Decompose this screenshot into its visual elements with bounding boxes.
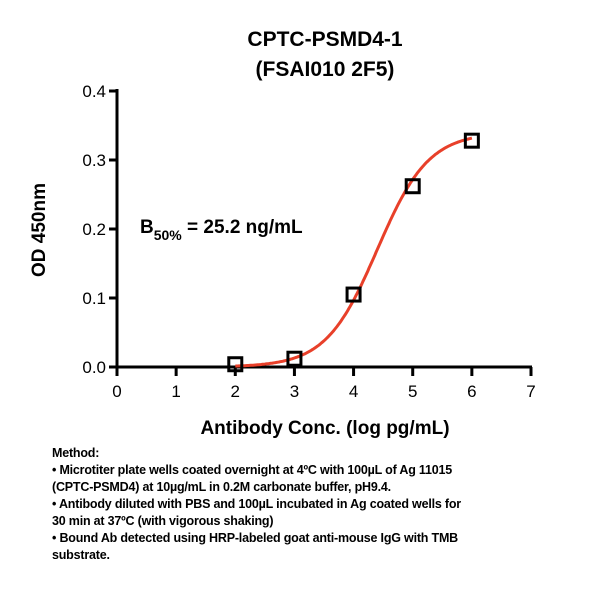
x-axis-label: Antibody Conc. (log pg/mL)	[200, 418, 449, 439]
y-tick-label: 0.3	[82, 151, 106, 170]
y-tick-label: 0.2	[82, 220, 106, 239]
method-text: Method: • Microtiter plate wells coated …	[52, 445, 572, 564]
chart-title-line-1: CPTC-PSMD4-1	[247, 28, 403, 51]
data-point	[345, 286, 362, 303]
method-line: 30 min at 37ºC (with vigorous shaking)	[52, 514, 274, 528]
y-tick-label: 0.4	[82, 82, 106, 101]
x-tick-label: 1	[171, 382, 180, 401]
x-tick-label: 5	[408, 382, 417, 401]
data-point	[463, 132, 480, 149]
y-tick-label: 0.1	[82, 289, 106, 308]
x-tick-label: 6	[467, 382, 476, 401]
x-tick-label: 4	[349, 382, 358, 401]
x-tick-label: 3	[290, 382, 299, 401]
method-line: • Antibody diluted with PBS and 100µL in…	[52, 497, 461, 511]
x-tick-label: 2	[231, 382, 240, 401]
method-line: substrate.	[52, 548, 110, 562]
method-line: (CPTC-PSMD4) at 10µg/mL in 0.2M carbonat…	[52, 480, 391, 494]
method-heading: Method:	[52, 446, 100, 460]
method-line: • Bound Ab detected using HRP-labeled go…	[52, 531, 458, 545]
fit-curve	[235, 136, 473, 368]
y-tick-label: 0.0	[82, 358, 106, 377]
data-point	[286, 350, 303, 367]
data-point	[227, 356, 244, 373]
chart-title-line-2: (FSAI010 2F5)	[255, 58, 395, 81]
method-line: • Microtiter plate wells coated overnigh…	[52, 463, 452, 477]
b50-annotation: B50% = 25.2 ng/mL	[140, 217, 303, 243]
x-tick-label: 7	[526, 382, 535, 401]
chart: 0 1 2 3 4 5 6 7 0.0 0.1 0.2 0.3 0.4 B50% = 25.2 ng/m…	[29, 82, 536, 439]
data-point	[404, 178, 421, 195]
y-axis-label: OD 450nm	[29, 183, 50, 277]
x-tick-label: 0	[112, 382, 121, 401]
